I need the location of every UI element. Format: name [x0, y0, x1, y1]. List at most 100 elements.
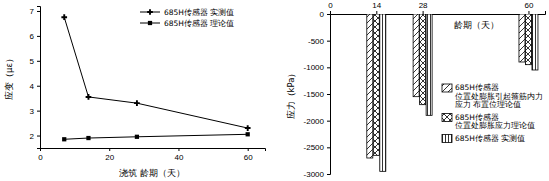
tick-mark	[330, 11, 331, 14]
axis-line	[37, 7, 41, 149]
tick-label: 2	[30, 132, 35, 141]
bar	[519, 14, 525, 62]
line	[64, 17, 247, 128]
legend-label: 685H传感器 理论值	[164, 19, 234, 28]
tick-mark	[327, 41, 330, 42]
tick: 28	[419, 1, 428, 14]
tick: -1500	[304, 90, 330, 99]
legend-swatch	[442, 135, 452, 143]
tick: -500	[308, 37, 330, 46]
axis: 0 14 28 60	[328, 1, 545, 15]
bar	[373, 14, 379, 155]
legend: 685H传感器位置处膨胀引起箍筋内力应力 布置位理论值 685H传感器位置处膨胀应…	[442, 83, 543, 143]
tick-mark	[37, 61, 40, 62]
tick: 0	[328, 1, 333, 14]
tick: 3	[30, 107, 40, 116]
bar	[420, 14, 426, 105]
legend-label: 685H传感器位置处膨胀引起箍筋内力应力 布置位理论值	[455, 83, 543, 109]
tick: 5	[30, 57, 40, 66]
tick-mark	[109, 148, 110, 151]
marker	[135, 135, 139, 139]
tick-mark	[327, 121, 330, 122]
tick: -2000	[304, 117, 330, 126]
marker	[246, 132, 250, 136]
tick-label: -2000	[304, 117, 325, 126]
x-axis-title: 浇筑 龄期（天）	[119, 168, 185, 178]
marker	[134, 100, 140, 106]
bar	[532, 14, 538, 70]
tick: -1000	[304, 63, 330, 72]
bar	[380, 14, 386, 171]
marker	[86, 94, 92, 100]
tick-label: 40	[175, 153, 184, 162]
tick: 40	[175, 148, 184, 162]
tick: -3000	[304, 170, 330, 179]
legend-label: 685H传感器位置处膨胀应力理论值	[455, 113, 535, 131]
tick-mark	[423, 11, 424, 14]
tick-label: 3	[30, 107, 35, 116]
axis: 0 20 40 60	[38, 148, 265, 162]
line	[64, 134, 247, 139]
tick-label: 7	[30, 7, 35, 16]
axis: 2 3 4 5 6 7	[30, 7, 41, 149]
axis-line	[327, 15, 331, 175]
tick: 20	[105, 148, 114, 162]
y-axis-title: 应力（kPa）	[286, 69, 296, 120]
tick-mark	[178, 148, 179, 151]
legend-label: 685H传感器 实测值	[455, 134, 525, 143]
tick-label: 14	[372, 1, 381, 10]
tick-label: 28	[419, 1, 428, 10]
tick-mark	[528, 11, 529, 14]
tick-mark	[376, 11, 377, 14]
figure: 0204060234567浇筑 龄期（天）应变（με）685H传感器 实测值68…	[0, 0, 549, 181]
bar	[367, 14, 373, 158]
tick: 60	[525, 1, 534, 14]
tick-mark	[37, 36, 40, 37]
tick: 6	[30, 32, 40, 41]
tick-label: 0	[38, 153, 43, 162]
tick: 4	[30, 82, 40, 91]
legend-swatch	[442, 84, 452, 92]
legend-swatch	[442, 114, 452, 122]
tick-mark	[327, 67, 330, 68]
tick-label: -1000	[304, 63, 325, 72]
y-axis-title: 应变（με）	[4, 54, 14, 100]
tick-mark	[248, 148, 249, 151]
tick-label: 5	[30, 57, 35, 66]
legend-marker	[148, 21, 152, 25]
axis-line	[41, 149, 266, 152]
tick: 0	[38, 148, 43, 162]
tick: 0	[320, 10, 330, 19]
marker	[86, 136, 90, 140]
tick-label: 4	[30, 82, 35, 91]
axis: 0 -500 -1000 -1500 -2000 -2500 -3000	[304, 10, 331, 179]
tick-label: -2500	[304, 143, 325, 152]
tick-label: 6	[30, 32, 35, 41]
tick: 60	[244, 148, 253, 162]
bar	[413, 14, 419, 97]
legend-label: 685H传感器 实测值	[164, 8, 234, 17]
marker	[245, 125, 251, 131]
legend-marker	[147, 9, 153, 15]
tick: 14	[372, 1, 381, 14]
bar	[525, 14, 531, 65]
tick-label: -3000	[304, 170, 325, 179]
marker	[61, 14, 67, 20]
tick-mark	[37, 11, 40, 12]
tick: -2500	[304, 143, 330, 152]
tick-label: 60	[244, 153, 253, 162]
tick-mark	[37, 111, 40, 112]
tick-label: -500	[308, 37, 325, 46]
bar	[426, 14, 432, 115]
tick-mark	[327, 174, 330, 175]
legend: 685H传感器 实测值 685H传感器 理论值	[140, 8, 234, 28]
tick-mark	[327, 147, 330, 148]
tick-mark	[37, 86, 40, 87]
tick-mark	[327, 14, 330, 15]
tick-label: 60	[525, 1, 534, 10]
tick-label: -1500	[304, 90, 325, 99]
x-axis-title: 龄期（天）	[454, 20, 499, 30]
tick-label: 20	[105, 153, 114, 162]
tick: 2	[30, 132, 40, 141]
tick-mark	[37, 136, 40, 137]
